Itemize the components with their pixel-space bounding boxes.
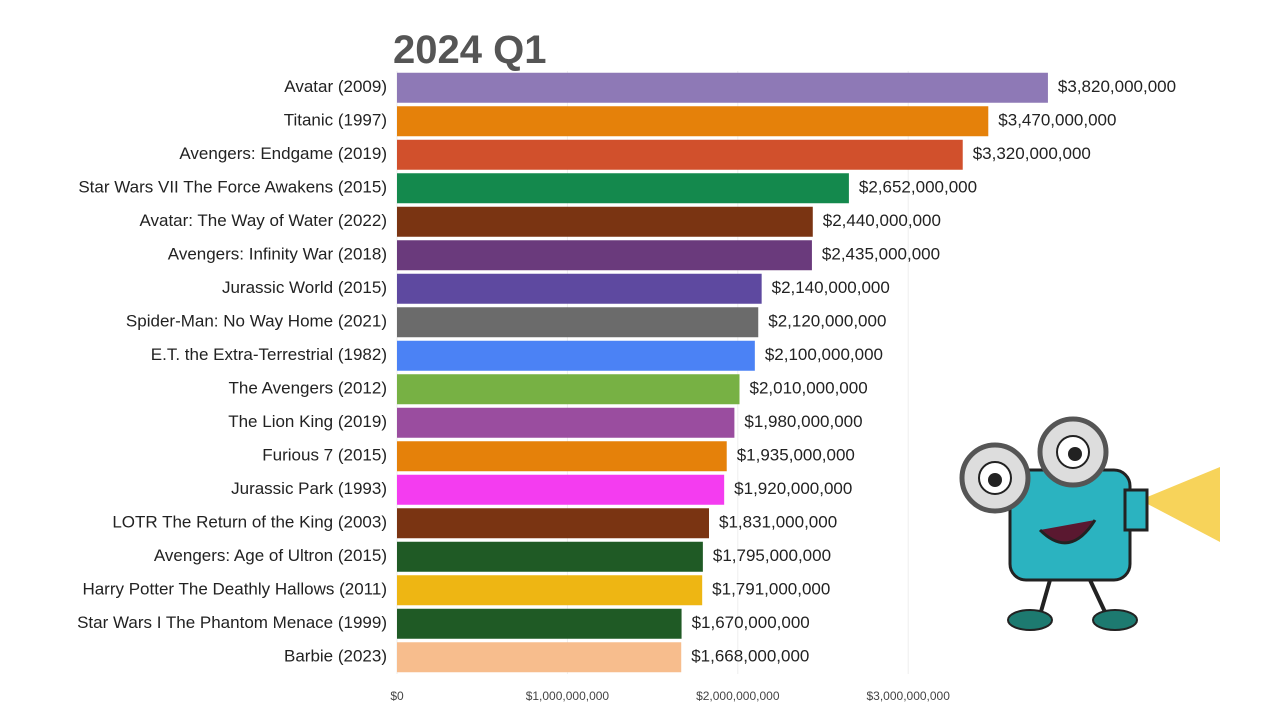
- bar: [397, 340, 755, 371]
- value-label: $2,010,000,000: [750, 379, 868, 398]
- bar: [397, 206, 813, 237]
- bar: [397, 474, 725, 505]
- category-label: The Lion King (2019): [228, 412, 387, 431]
- value-label: $2,440,000,000: [823, 211, 941, 230]
- category-label: Avatar: The Way of Water (2022): [139, 211, 387, 230]
- value-label: $1,668,000,000: [691, 647, 809, 666]
- bar: [397, 72, 1048, 103]
- bar: [397, 508, 710, 539]
- value-label: $2,100,000,000: [765, 345, 883, 364]
- category-label: Titanic (1997): [284, 111, 387, 130]
- category-label: Harry Potter The Deathly Hallows (2011): [82, 580, 387, 599]
- category-label: Avengers: Endgame (2019): [179, 144, 387, 163]
- chart-title: 2024 Q1: [393, 28, 546, 72]
- x-tick-label: $2,000,000,000: [696, 689, 780, 703]
- value-label: $1,935,000,000: [737, 446, 855, 465]
- value-label: $2,120,000,000: [768, 312, 886, 331]
- category-label: Jurassic World (2015): [222, 278, 387, 297]
- value-label: $1,795,000,000: [713, 546, 831, 565]
- bar: [397, 106, 989, 137]
- bar: [397, 273, 762, 304]
- x-tick-label: $1,000,000,000: [526, 689, 610, 703]
- bar: [397, 407, 735, 438]
- category-label: Avengers: Infinity War (2018): [168, 245, 387, 264]
- bar: [397, 642, 682, 673]
- bar: [397, 608, 682, 639]
- category-label: Avengers: Age of Ultron (2015): [154, 546, 387, 565]
- category-label: Jurassic Park (1993): [231, 479, 387, 498]
- x-tick-label: $0: [390, 689, 404, 703]
- category-label: Star Wars VII The Force Awakens (2015): [78, 178, 387, 197]
- value-label: $1,920,000,000: [734, 479, 852, 498]
- value-label: $3,320,000,000: [973, 144, 1091, 163]
- value-label: $3,820,000,000: [1058, 77, 1176, 96]
- category-label: The Avengers (2012): [229, 379, 387, 398]
- bar: [397, 374, 740, 405]
- value-label: $3,470,000,000: [998, 111, 1116, 130]
- category-label: Spider-Man: No Way Home (2021): [126, 312, 387, 331]
- bar: [397, 173, 849, 204]
- category-label: Avatar (2009): [284, 77, 387, 96]
- bar: [397, 541, 703, 572]
- value-label: $1,980,000,000: [744, 412, 862, 431]
- value-label: $1,791,000,000: [712, 580, 830, 599]
- bar: [397, 575, 703, 606]
- bar: [397, 240, 812, 271]
- bar: [397, 139, 963, 170]
- category-label: Furious 7 (2015): [262, 446, 387, 465]
- value-label: $2,435,000,000: [822, 245, 940, 264]
- bar: [397, 307, 759, 338]
- category-label: E.T. the Extra-Terrestrial (1982): [151, 345, 387, 364]
- mascot-illustration: [959, 416, 1220, 631]
- value-label: $2,652,000,000: [859, 178, 977, 197]
- value-label: $2,140,000,000: [772, 278, 890, 297]
- x-tick-label: $3,000,000,000: [866, 689, 950, 703]
- category-label: LOTR The Return of the King (2003): [112, 513, 387, 532]
- bar: [397, 441, 727, 472]
- category-label: Barbie (2023): [284, 647, 387, 666]
- category-label: Star Wars I The Phantom Menace (1999): [77, 613, 387, 632]
- value-label: $1,831,000,000: [719, 513, 837, 532]
- value-label: $1,670,000,000: [692, 613, 810, 632]
